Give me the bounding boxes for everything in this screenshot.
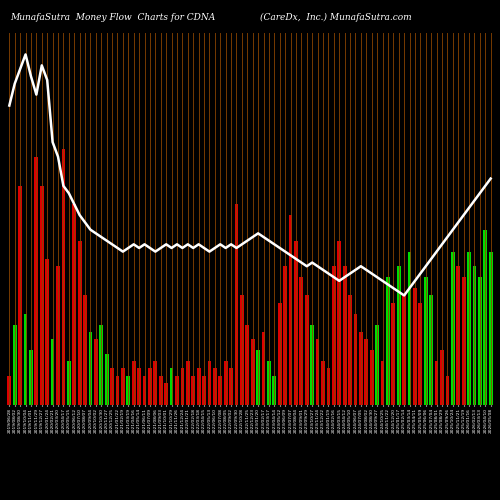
Bar <box>434 361 438 405</box>
Bar <box>83 296 87 405</box>
Bar <box>121 368 125 405</box>
Bar <box>154 361 157 405</box>
Bar <box>105 354 108 405</box>
Bar <box>338 240 341 405</box>
Bar <box>408 252 412 405</box>
Bar <box>159 376 162 405</box>
Bar <box>116 376 119 405</box>
Bar <box>462 277 466 405</box>
Bar <box>251 340 254 405</box>
Bar <box>29 350 33 405</box>
Bar <box>72 204 76 405</box>
Bar <box>294 240 298 405</box>
Bar <box>397 266 400 405</box>
Bar <box>175 376 179 405</box>
Bar <box>272 376 276 405</box>
Bar <box>62 150 66 405</box>
Bar <box>310 324 314 405</box>
Bar <box>229 368 233 405</box>
Bar <box>370 350 374 405</box>
Bar <box>354 314 358 405</box>
Bar <box>467 252 471 405</box>
Bar <box>132 361 136 405</box>
Bar <box>213 368 216 405</box>
Bar <box>164 383 168 405</box>
Bar <box>392 302 395 405</box>
Bar <box>446 376 450 405</box>
Bar <box>46 259 49 405</box>
Bar <box>148 368 152 405</box>
Bar <box>110 368 114 405</box>
Bar <box>359 332 363 405</box>
Bar <box>142 376 146 405</box>
Bar <box>386 277 390 405</box>
Bar <box>218 376 222 405</box>
Bar <box>94 340 98 405</box>
Bar <box>284 266 287 405</box>
Bar <box>424 277 428 405</box>
Bar <box>300 277 304 405</box>
Bar <box>364 340 368 405</box>
Bar <box>472 266 476 405</box>
Bar <box>196 368 200 405</box>
Bar <box>40 186 43 405</box>
Bar <box>67 361 70 405</box>
Bar <box>202 376 206 405</box>
Bar <box>13 324 16 405</box>
Bar <box>451 252 454 405</box>
Bar <box>430 296 433 405</box>
Bar <box>240 296 244 405</box>
Bar <box>326 368 330 405</box>
Bar <box>186 361 190 405</box>
Bar <box>484 230 487 405</box>
Bar <box>246 324 249 405</box>
Bar <box>332 266 336 405</box>
Bar <box>56 266 60 405</box>
Bar <box>88 332 92 405</box>
Bar <box>78 240 82 405</box>
Bar <box>224 361 228 405</box>
Bar <box>126 376 130 405</box>
Bar <box>321 361 325 405</box>
Bar <box>278 302 281 405</box>
Bar <box>267 361 271 405</box>
Bar <box>18 186 22 405</box>
Bar <box>234 204 238 405</box>
Text: (CareDx,  Inc.) MunafaSutra.com: (CareDx, Inc.) MunafaSutra.com <box>260 12 412 22</box>
Bar <box>192 376 195 405</box>
Bar <box>288 215 292 405</box>
Bar <box>100 324 103 405</box>
Bar <box>305 296 308 405</box>
Bar <box>208 361 212 405</box>
Bar <box>34 156 38 405</box>
Bar <box>24 314 28 405</box>
Bar <box>402 296 406 405</box>
Bar <box>380 361 384 405</box>
Bar <box>413 288 417 405</box>
Bar <box>418 302 422 405</box>
Bar <box>8 376 11 405</box>
Bar <box>478 277 482 405</box>
Bar <box>180 368 184 405</box>
Bar <box>440 350 444 405</box>
Bar <box>256 350 260 405</box>
Bar <box>262 332 266 405</box>
Bar <box>375 324 379 405</box>
Bar <box>50 340 54 405</box>
Bar <box>170 368 173 405</box>
Bar <box>348 296 352 405</box>
Text: MunafaSutra  Money Flow  Charts for CDNA: MunafaSutra Money Flow Charts for CDNA <box>10 12 215 22</box>
Bar <box>316 340 320 405</box>
Bar <box>343 266 346 405</box>
Bar <box>137 368 141 405</box>
Bar <box>456 266 460 405</box>
Bar <box>489 252 492 405</box>
